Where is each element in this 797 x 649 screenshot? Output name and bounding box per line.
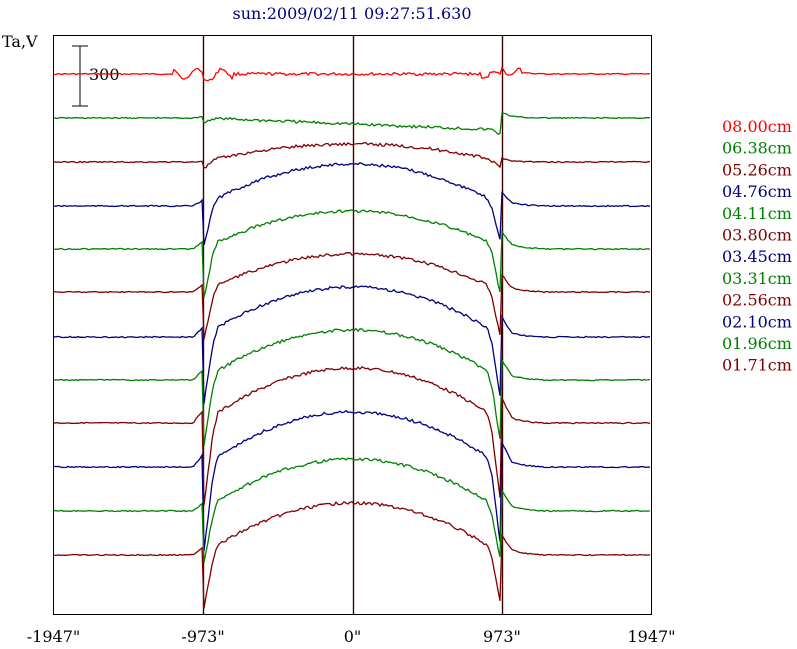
- series-line-03.31cm: [53, 327, 651, 446]
- series-line-03.80cm: [53, 252, 651, 340]
- legend-item: 01.71cm: [722, 356, 792, 375]
- series-line-02.56cm: [53, 365, 651, 506]
- series-line-01.96cm: [53, 457, 650, 563]
- legend-item: 08.00cm: [722, 117, 792, 136]
- chart-title: sun:2009/02/11 09:27:51.630: [233, 4, 472, 23]
- x-tick-labels: -1947" -973" 0" 973" 1947": [27, 627, 676, 646]
- y-axis-label: Ta,V: [2, 32, 38, 51]
- series-line-04.11cm: [53, 209, 651, 298]
- scale-bar: 300: [72, 45, 120, 107]
- x-tick-label: -973": [181, 627, 224, 646]
- legend-item: 05.26cm: [722, 160, 792, 179]
- series-line-03.45cm: [53, 285, 650, 404]
- legend-item: 03.80cm: [722, 226, 792, 245]
- series-line-05.26cm: [53, 142, 651, 169]
- series-line-04.76cm: [53, 162, 651, 246]
- x-tick-label: 0": [344, 627, 362, 646]
- series-line-01.71cm: [53, 500, 651, 609]
- legend-item: 03.31cm: [722, 269, 792, 288]
- x-tick-label: -1947": [27, 627, 80, 646]
- traces: [53, 65, 651, 609]
- legend-item: 04.11cm: [722, 204, 792, 223]
- legend-item: 02.56cm: [722, 291, 792, 310]
- legend: 08.00cm 06.38cm 05.26cm 04.76cm 04.11cm 03.80…: [722, 117, 792, 375]
- legend-item: 06.38cm: [722, 139, 792, 158]
- legend-item: 01.96cm: [722, 334, 792, 353]
- x-tick-label: 1947": [627, 627, 675, 646]
- series-line-06.38cm: [53, 111, 651, 135]
- x-tick-label: 973": [483, 627, 521, 646]
- plot-frame: [53, 35, 652, 615]
- legend-item: 03.45cm: [722, 247, 792, 266]
- scale-bar-label: 300: [89, 65, 120, 84]
- series-line-02.10cm: [53, 409, 651, 552]
- legend-item: 04.76cm: [722, 182, 792, 201]
- legend-item: 02.10cm: [722, 312, 792, 331]
- series-line-08.00cm: [54, 65, 651, 82]
